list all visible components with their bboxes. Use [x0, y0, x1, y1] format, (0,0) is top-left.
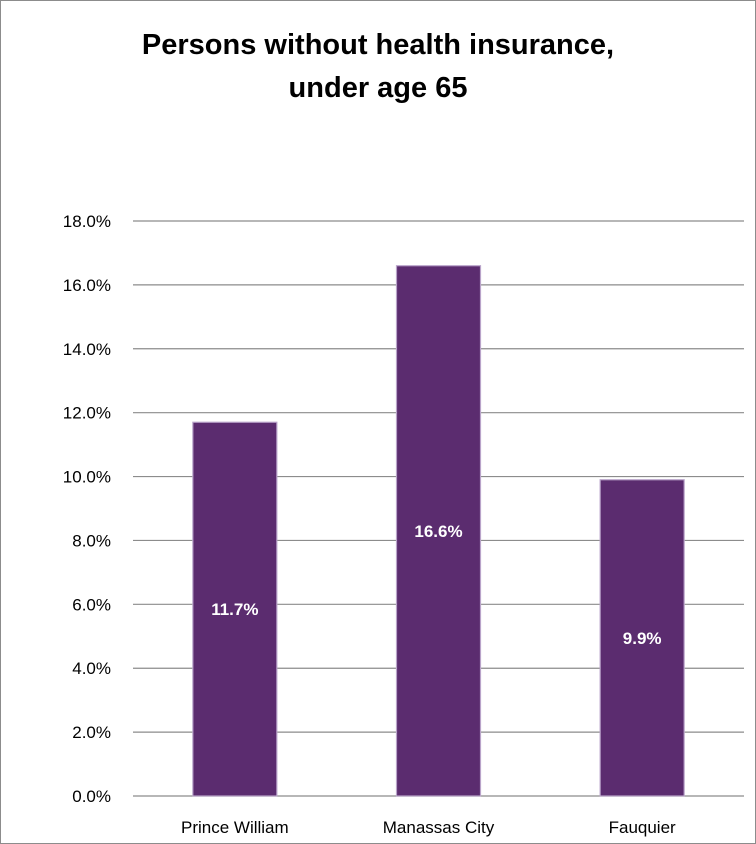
data-label: 9.9% — [623, 629, 662, 648]
y-tick-label: 14.0% — [63, 340, 111, 359]
chart-title: Persons without health insurance, under … — [0, 24, 756, 110]
chart-title-line-2: under age 65 — [288, 72, 468, 104]
y-tick-label: 12.0% — [63, 404, 111, 423]
data-label: 11.7% — [211, 600, 258, 619]
x-tick-label: Manassas City — [383, 818, 495, 837]
y-tick-label: 0.0% — [72, 787, 111, 806]
x-tick-label: Fauquier — [609, 818, 676, 837]
y-tick-label: 6.0% — [72, 595, 111, 614]
data-label: 16.6% — [414, 522, 462, 541]
bar — [599, 479, 685, 797]
y-tick-label: 16.0% — [63, 276, 111, 295]
y-tick-label: 18.0% — [63, 212, 111, 231]
y-tick-label: 8.0% — [72, 531, 111, 550]
y-tick-label: 2.0% — [72, 723, 111, 742]
chart-title-line-1: Persons without health insurance, — [141, 29, 615, 61]
bar — [395, 265, 482, 797]
y-tick-label: 4.0% — [72, 659, 111, 678]
y-tick-label: 10.0% — [63, 468, 111, 487]
bar — [192, 421, 278, 797]
x-tick-label: Prince William — [181, 818, 289, 837]
